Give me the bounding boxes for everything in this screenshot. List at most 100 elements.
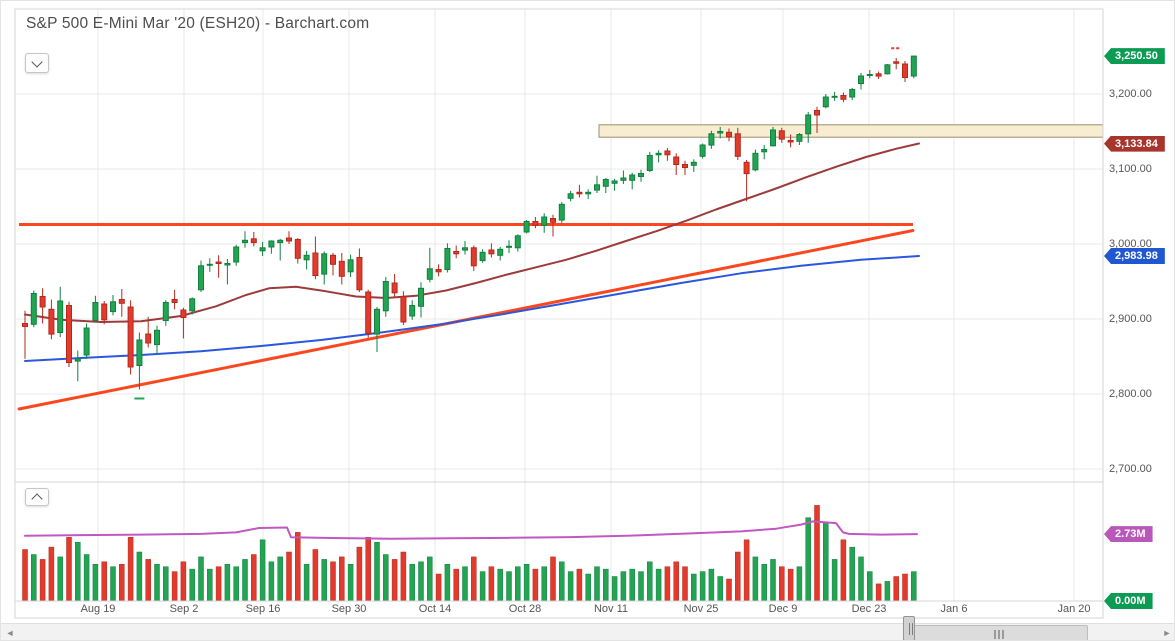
volume-bar: [603, 568, 609, 601]
volume-bar: [171, 571, 178, 601]
candle-body: [110, 301, 116, 313]
candle-body: [629, 174, 636, 181]
volume-bar: [629, 568, 635, 601]
candle-body: [532, 221, 539, 226]
volume-bar: [136, 551, 143, 601]
blue-moving-average-line: [24, 255, 920, 362]
red-moving-average-line: [24, 142, 920, 323]
candle-body: [74, 358, 81, 362]
candle-body: [400, 296, 407, 323]
scrollbar-thumb[interactable]: [909, 625, 1088, 640]
volume-bar: [286, 551, 292, 601]
candle-body: [822, 96, 829, 108]
candle-body: [277, 239, 284, 244]
volume-bar: [365, 537, 371, 601]
volume-bar: [83, 554, 90, 601]
volume-bar: [268, 561, 275, 601]
candle-body: [286, 237, 292, 242]
candle-body: [611, 180, 618, 184]
volume-bar: [383, 554, 389, 601]
candle-body: [585, 191, 592, 195]
candle-body: [655, 152, 662, 156]
resistance-zone[interactable]: [598, 124, 1104, 138]
candle-body: [814, 110, 820, 116]
volume-bar: [435, 573, 442, 601]
candle-body: [840, 95, 847, 100]
volume-bar: [242, 559, 248, 601]
volume-bar: [735, 551, 741, 601]
volume-bar: [189, 568, 195, 601]
volume-bar: [594, 566, 600, 601]
volume-bar: [347, 564, 354, 601]
candle-body: [893, 61, 900, 64]
volume-bar: [92, 564, 99, 601]
volume-panel-collapse-button[interactable]: [25, 488, 49, 506]
volume-bar: [796, 566, 803, 601]
volume-bar: [717, 576, 723, 601]
candle-body: [541, 216, 548, 226]
volume-bar: [251, 554, 257, 601]
volume-average-badge: 2.73M: [1104, 526, 1153, 543]
volume-bar: [638, 571, 644, 601]
candle-body: [778, 130, 785, 140]
candle-body: [382, 281, 389, 312]
volume-bar: [479, 571, 486, 601]
x-axis-date-label: Sep 16: [245, 603, 281, 615]
time-range-drag-handle[interactable]: [903, 616, 915, 640]
volume-bar: [330, 561, 336, 601]
candle-body: [224, 263, 231, 266]
volume-bar: [497, 568, 503, 601]
y-axis-tick-label: 2,900.00: [1109, 313, 1152, 325]
handle-ridges-icon: [908, 622, 910, 635]
candle-body: [303, 254, 310, 261]
volume-bar: [655, 568, 662, 601]
plot-border: [14, 8, 1104, 619]
volume-bar: [321, 559, 327, 601]
x-axis-date-label: Oct 14: [418, 603, 452, 615]
y-axis-tick-label: 3,100.00: [1109, 163, 1152, 175]
scroll-left-arrow[interactable]: ◄: [5, 628, 15, 638]
candle-body: [884, 64, 891, 75]
volume-bar: [858, 556, 864, 601]
volume-bar: [154, 564, 160, 601]
candle-body: [699, 144, 706, 157]
candle-body: [673, 156, 680, 165]
chart-title: S&P 500 E-Mini Mar '20 (ESH20) - Barchar…: [26, 15, 370, 32]
x-axis-date-label: Dec 9: [768, 603, 798, 615]
candle-body: [101, 303, 108, 321]
volume-bar: [444, 564, 451, 601]
volume-bar: [849, 546, 855, 601]
candle-body: [30, 293, 37, 325]
scroll-right-arrow[interactable]: ►: [1162, 628, 1172, 638]
candle-body: [444, 248, 451, 270]
candle-body: [312, 252, 319, 276]
candle-body: [57, 300, 64, 333]
volume-bar: [585, 573, 591, 601]
candle-body: [514, 235, 521, 249]
candle-body: [488, 249, 495, 255]
candle-body: [682, 164, 688, 168]
volume-bar: [708, 568, 715, 601]
horizontal-scrollbar[interactable]: ◄ ►: [1, 623, 1174, 640]
y-axis-tick-label: 3,200.00: [1109, 88, 1152, 100]
candle-body: [374, 308, 380, 335]
candle-body: [664, 150, 671, 156]
candle-body: [602, 179, 609, 187]
candle-body: [198, 265, 204, 291]
volume-bar: [198, 556, 204, 601]
candle-body: [409, 305, 416, 317]
volume-bar: [427, 556, 433, 601]
candle-body: [708, 133, 715, 146]
volume-bar: [215, 566, 222, 601]
candle-body: [162, 302, 169, 321]
volume-bar: [233, 566, 239, 601]
volume-bar: [867, 571, 873, 601]
volume-bar: [75, 541, 81, 601]
chart-toolbar-dropdown-button[interactable]: [25, 53, 49, 73]
volume-bar: [224, 564, 231, 601]
volume-bar: [761, 564, 767, 601]
candle-body: [787, 140, 794, 143]
volume-bar: [471, 556, 477, 601]
candle-body: [470, 247, 477, 267]
